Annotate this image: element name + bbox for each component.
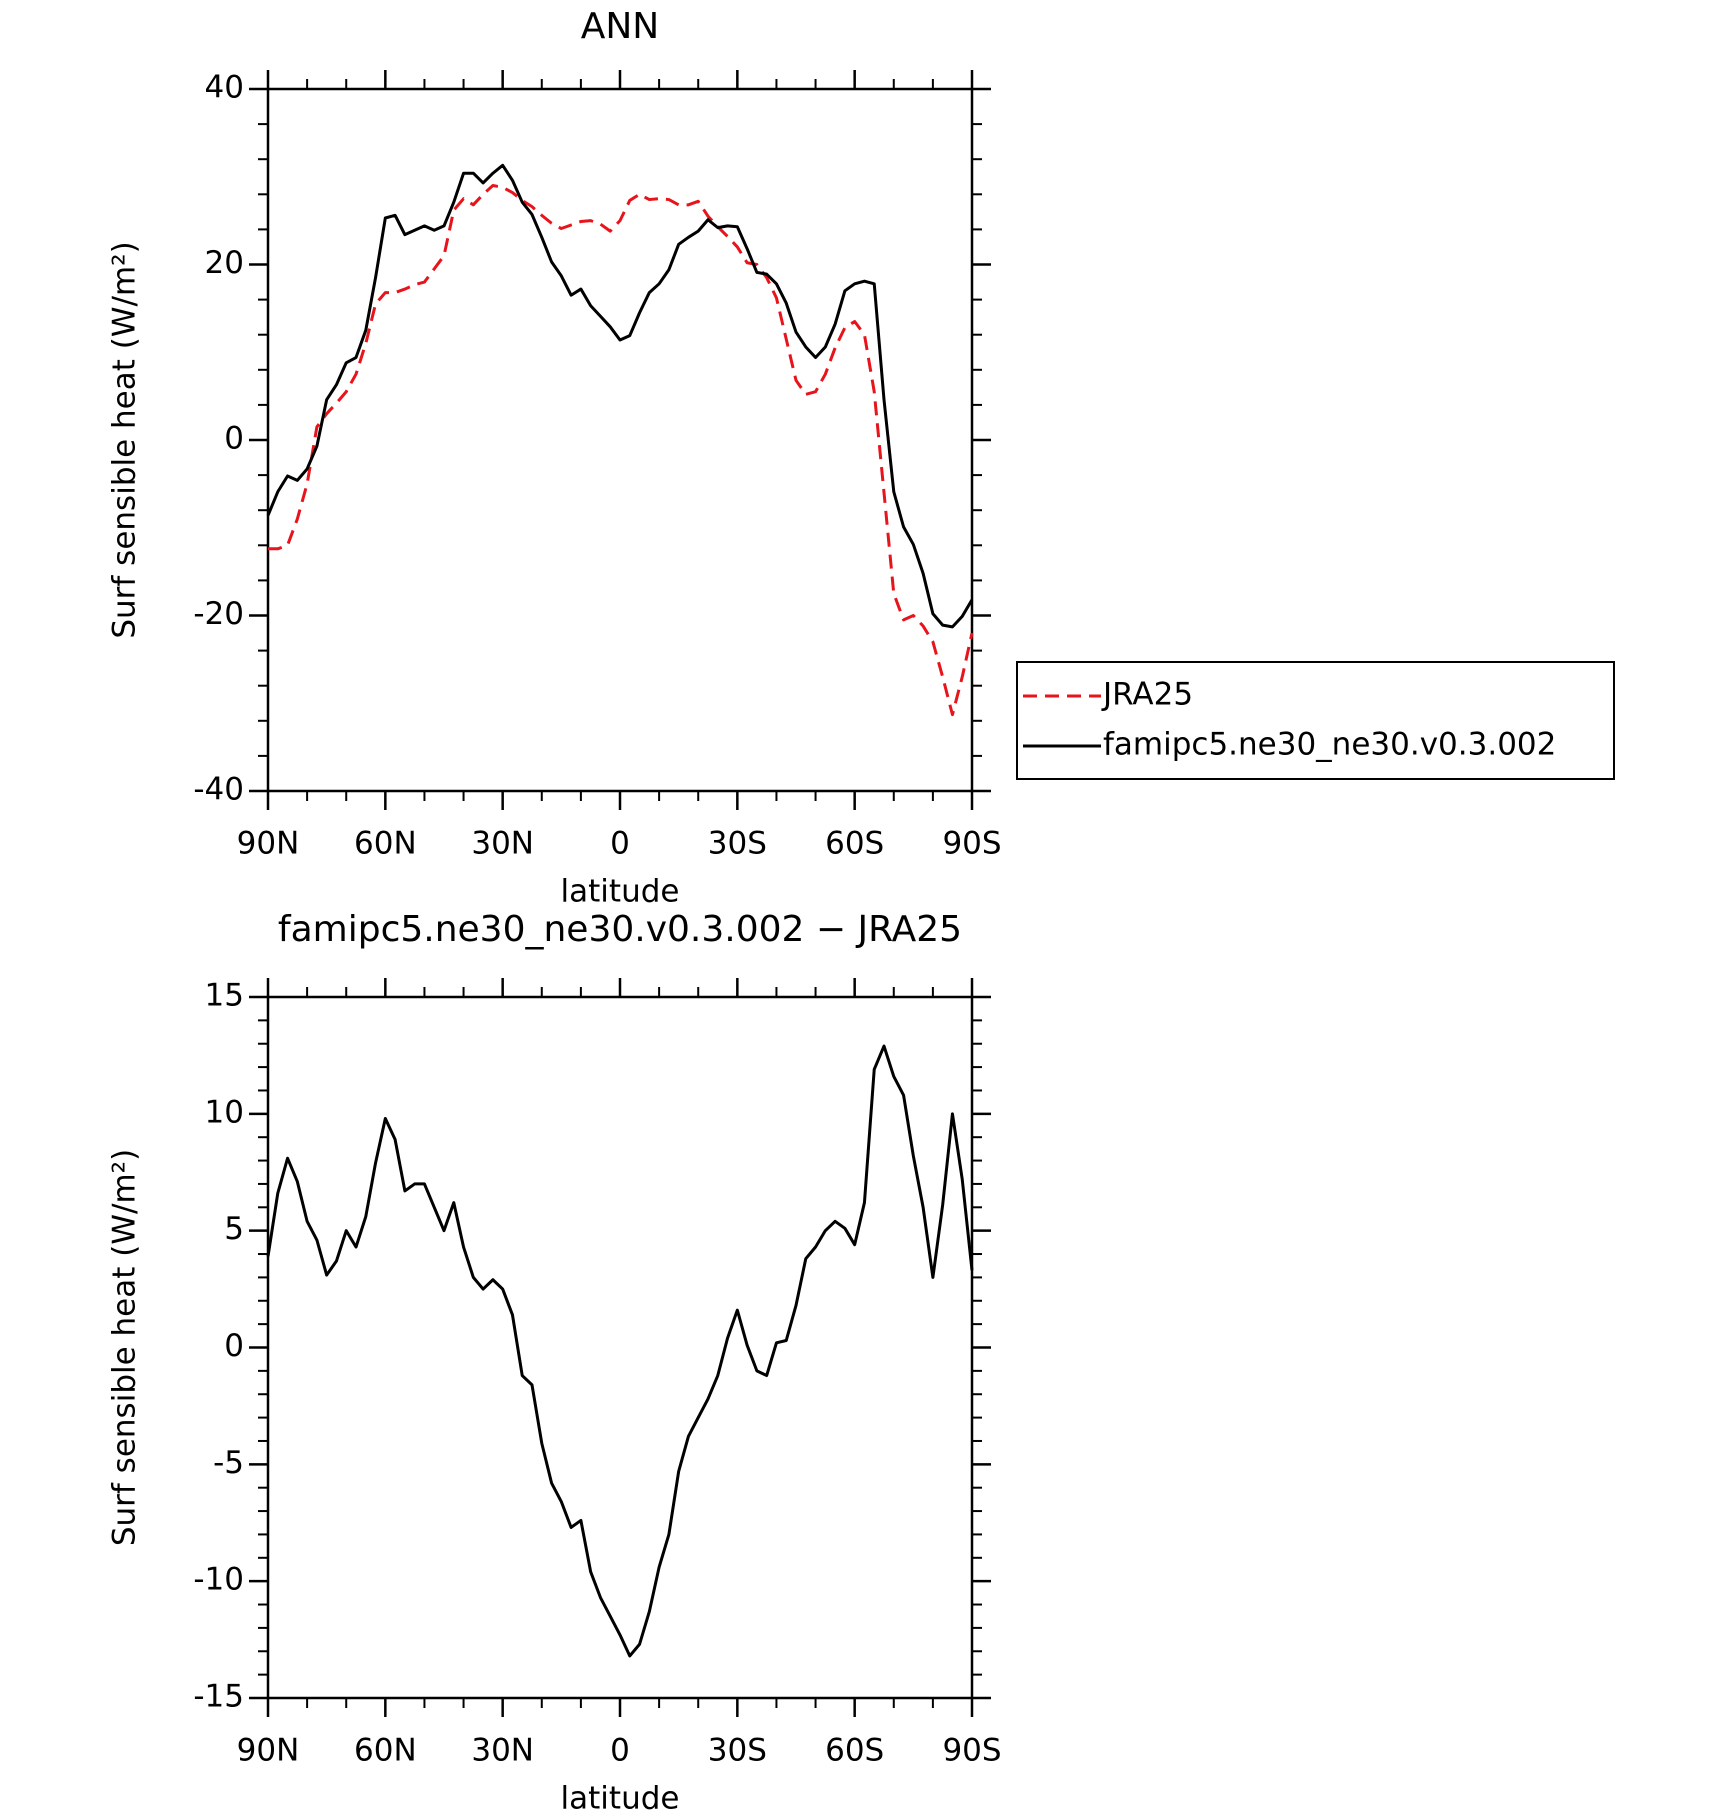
x-tick-label: 90N xyxy=(237,826,300,862)
legend-label: famipc5.ne30_ne30.v0.3.002 xyxy=(1103,727,1556,763)
x-tick-label: 90N xyxy=(237,1733,300,1769)
x-tick-label: 90S xyxy=(942,826,1001,862)
legend-label: JRA25 xyxy=(1101,677,1193,713)
x-tick-label: 0 xyxy=(610,1733,630,1769)
x-tick-label: 90S xyxy=(942,1733,1001,1769)
x-tick-label: 60N xyxy=(354,1733,417,1769)
x-tick-label: 0 xyxy=(610,826,630,862)
plot-frame xyxy=(266,87,974,793)
y-tick-label: -10 xyxy=(193,1562,244,1598)
y-tick-label: 0 xyxy=(224,421,244,457)
y-tick-label: 40 xyxy=(205,70,244,106)
legend-frame xyxy=(1016,661,1615,780)
x-axis-label: latitude xyxy=(561,1781,680,1816)
y-tick-label: -5 xyxy=(213,1445,244,1481)
y-axis-label: Surf sensible heat (W/m²) xyxy=(107,241,143,638)
y-tick-label: 0 xyxy=(224,1328,244,1364)
series-line xyxy=(266,1044,974,1658)
series-line xyxy=(266,163,974,629)
x-tick-label: 60S xyxy=(825,826,884,862)
y-tick-label: -40 xyxy=(193,772,244,808)
x-tick-label: 60S xyxy=(825,1733,884,1769)
legend: JRA25 famipc5.ne30_ne30.v0.3.002 xyxy=(1016,661,1615,780)
x-tick-label: 30S xyxy=(708,1733,767,1769)
x-tick-label: 60N xyxy=(354,826,417,862)
x-tick-label: 30N xyxy=(471,1733,534,1769)
y-tick-label: 15 xyxy=(205,978,244,1014)
y-tick-label: 10 xyxy=(205,1094,244,1130)
x-axis-label: latitude xyxy=(561,874,680,910)
y-tick-label: -20 xyxy=(193,596,244,632)
y-tick-label: 20 xyxy=(205,245,244,281)
y-tick-label: -15 xyxy=(193,1679,244,1715)
x-tick-label: 30S xyxy=(708,826,767,862)
x-tick-label: 30N xyxy=(471,826,534,862)
y-tick-label: 5 xyxy=(224,1211,244,1247)
series-line xyxy=(268,184,974,717)
y-axis-label: Surf sensible heat (W/m²) xyxy=(107,1149,143,1546)
chart-title: ANN xyxy=(581,6,660,47)
plot-frame xyxy=(266,995,974,1700)
chart-title: famipc5.ne30_ne30.v0.3.002 − JRA25 xyxy=(278,909,962,950)
